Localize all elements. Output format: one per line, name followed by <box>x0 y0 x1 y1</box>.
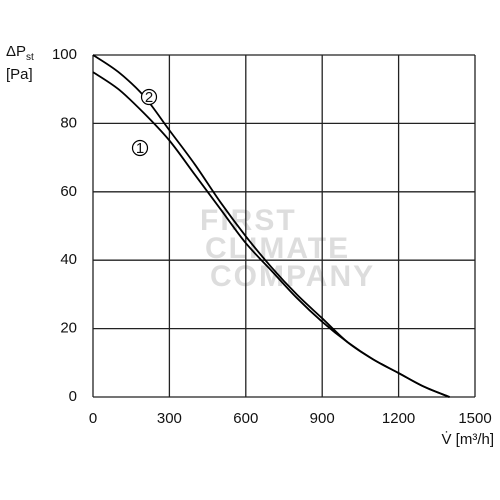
series-label: 1 <box>136 140 144 157</box>
y-tick-label: 20 <box>60 320 77 337</box>
x-axis-label: V̇ [m³/h] <box>441 431 494 448</box>
y-label-main: ΔP <box>6 43 26 60</box>
watermark-text: CLIMATE <box>205 232 350 265</box>
y-tick-label: 0 <box>69 388 77 405</box>
y-tick-label: 80 <box>60 114 77 131</box>
x-tick-label: 0 <box>89 410 97 427</box>
series-label-circle <box>140 88 158 106</box>
y-unit: [Pa] <box>6 66 33 83</box>
watermark-text: COMPANY <box>210 260 375 293</box>
y-label-sub: st <box>26 52 34 63</box>
series-label-circle <box>131 139 149 157</box>
y-axis-label: ΔPst <box>6 43 34 63</box>
y-tick-label: 100 <box>52 46 77 63</box>
series-label: 2 <box>145 89 153 106</box>
watermark-text: FIRST <box>200 204 297 237</box>
x-tick-label: 600 <box>233 410 258 427</box>
x-tick-label: 1200 <box>382 410 415 427</box>
y-tick-label: 60 <box>60 183 77 200</box>
x-tick-label: 300 <box>157 410 182 427</box>
y-tick-label: 40 <box>60 251 77 268</box>
x-tick-label: 1500 <box>458 410 491 427</box>
curve <box>92 54 450 398</box>
x-tick-label: 900 <box>310 410 335 427</box>
